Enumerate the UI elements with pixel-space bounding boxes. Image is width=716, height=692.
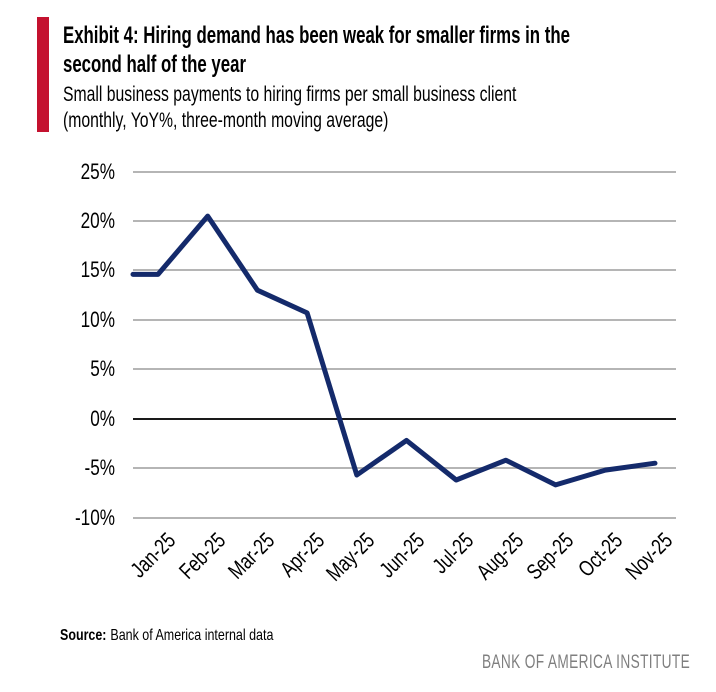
gridline--5 xyxy=(133,467,676,470)
y-tick-label--10%: -10% xyxy=(74,504,115,530)
y-tick-label-10%: 10% xyxy=(80,306,115,332)
x-tick-label-May-25: May-25 xyxy=(320,527,380,586)
gridline--10 xyxy=(133,516,676,519)
y-tick-label-0%: 0% xyxy=(90,405,115,431)
x-tick-label-Aug-25: Aug-25 xyxy=(471,527,529,585)
x-tick-label-Sep-25: Sep-25 xyxy=(521,527,578,585)
brand-text: BANK OF AMERICA INSTITUTE xyxy=(481,652,690,673)
zero-axis-line xyxy=(133,417,676,420)
x-tick-label-Mar-25: Mar-25 xyxy=(223,527,280,584)
x-tick-label-Feb-25: Feb-25 xyxy=(173,527,230,584)
gridline-5 xyxy=(133,368,676,371)
source-note: Source: Bank of America internal data xyxy=(60,626,334,646)
x-tick-label-Jul-25: Jul-25 xyxy=(427,527,479,579)
y-tick-label-25%: 25% xyxy=(80,158,115,184)
x-tick-label-Jun-25: Jun-25 xyxy=(373,527,429,583)
gridline-25 xyxy=(133,170,676,173)
x-tick-label-Nov-25: Nov-25 xyxy=(620,527,678,585)
y-tick-label-20%: 20% xyxy=(80,208,115,234)
chart-subtitle: Small business payments to hiring firms … xyxy=(63,82,668,134)
chart-subtitle-line-2: (monthly, YoY%, three-month moving avera… xyxy=(63,109,389,132)
gridline-15 xyxy=(133,269,676,272)
data-line-series xyxy=(130,213,658,488)
source-label: Source: xyxy=(60,627,107,644)
chart-subtitle-line-1: Small business payments to hiring firms … xyxy=(63,83,517,106)
gridline-20 xyxy=(133,220,676,223)
title-accent-bar xyxy=(37,17,49,132)
y-tick-label-15%: 15% xyxy=(80,257,115,283)
x-tick-label-Oct-25: Oct-25 xyxy=(573,527,628,582)
gridline-10 xyxy=(133,318,676,321)
x-tick-label-Jan-25: Jan-25 xyxy=(125,527,181,583)
x-tick-label-Apr-25: Apr-25 xyxy=(275,527,330,582)
exhibit-title: Exhibit 4: Hiring demand has been weak f… xyxy=(63,21,716,79)
source-text: Bank of America internal data xyxy=(110,627,274,644)
exhibit-title-line-2: second half of the year xyxy=(63,51,246,78)
y-tick-label--5%: -5% xyxy=(84,455,115,481)
y-tick-label-5%: 5% xyxy=(90,356,115,382)
exhibit-title-line-1: Exhibit 4: Hiring demand has been weak f… xyxy=(63,22,570,49)
